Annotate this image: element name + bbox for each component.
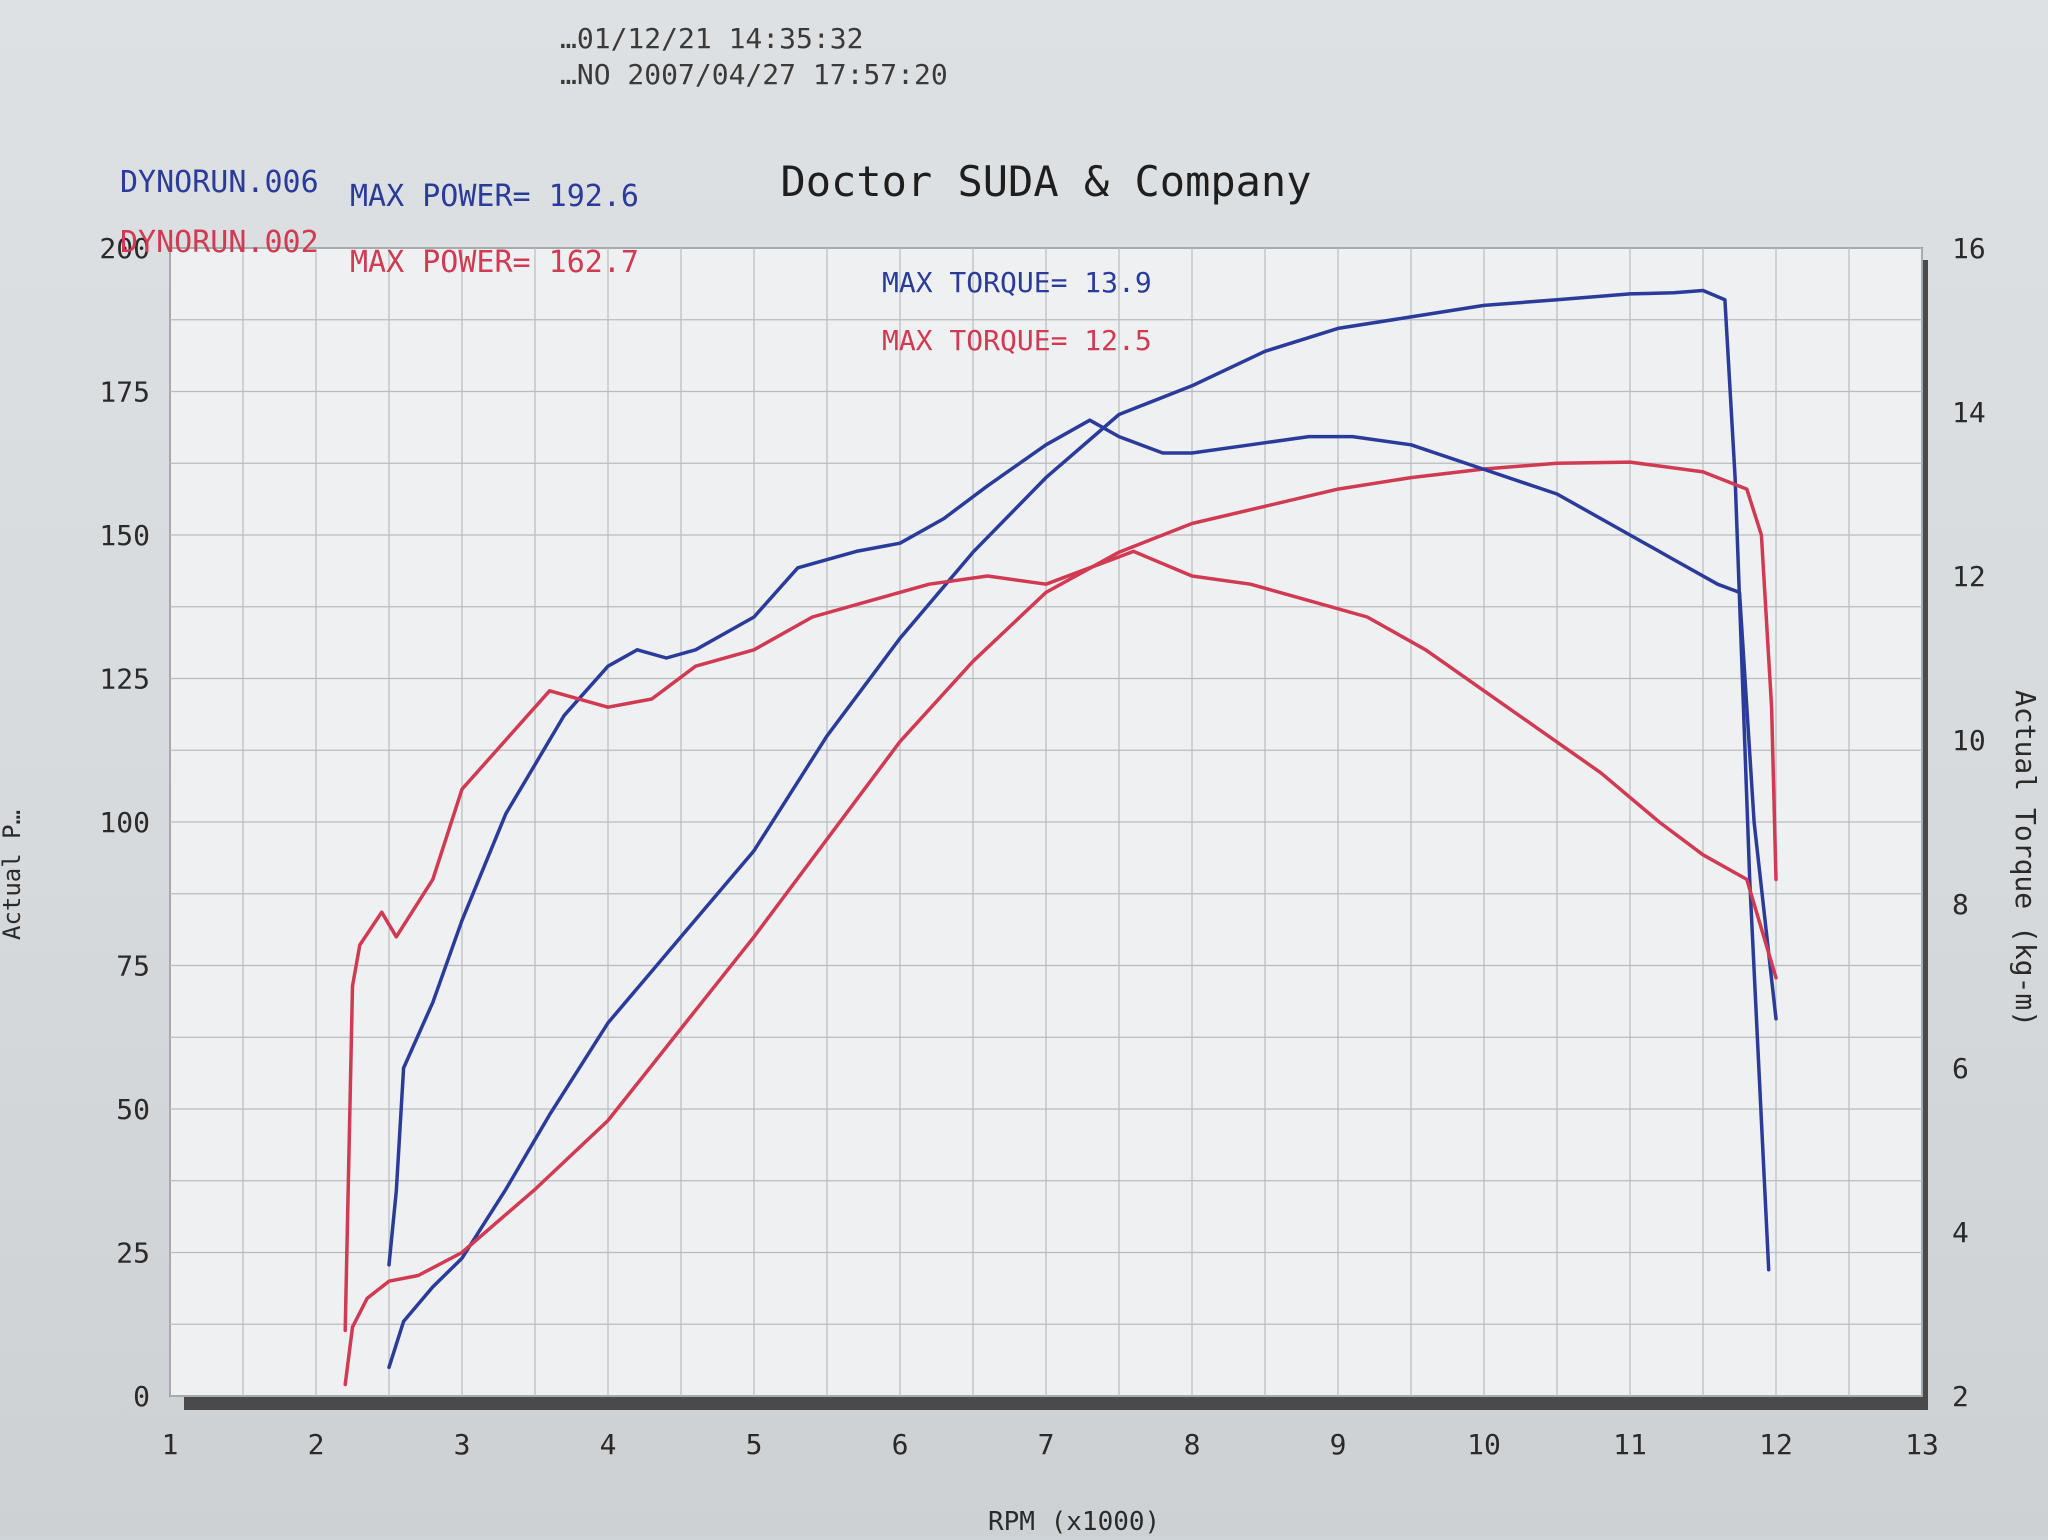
timestamp-2: …NO 2007/04/27 17:57:20 xyxy=(560,58,948,91)
max-torque-006: MAX TORQUE= 13.9 xyxy=(882,266,1152,299)
max-torque-002: MAX TORQUE= 12.5 xyxy=(882,324,1152,357)
y-left-tick-label: 125 xyxy=(99,663,150,696)
series-line-dynorun-006-torque xyxy=(387,418,1778,1267)
y-left-tick-label: 25 xyxy=(116,1237,150,1270)
y-right-tick-label: 12 xyxy=(1952,560,1986,593)
y-right-tick-label: 6 xyxy=(1952,1052,1969,1085)
timestamp-1: …01/12/21 14:35:32 xyxy=(560,22,863,55)
x-tick-label: 2 xyxy=(308,1428,325,1461)
x-tick-label: 8 xyxy=(1184,1428,1201,1461)
gridlines xyxy=(169,247,1923,1397)
legend-run-002: DYNORUN.002 xyxy=(120,225,319,260)
legend-maxpower-002: MAX POWER= 162.7 xyxy=(350,245,639,280)
y-right-tick-label: 14 xyxy=(1952,396,1986,429)
y-left-tick-label: 175 xyxy=(99,376,150,409)
y-right-tick-label: 2 xyxy=(1952,1380,1969,1413)
x-tick-label: 11 xyxy=(1613,1428,1647,1461)
axis-ticks: 1 2 3 4 5 6 7 8 9 10 11 12 1302550751001251501752002… xyxy=(99,232,1985,1461)
chart-title: Doctor SUDA & Company xyxy=(780,157,1311,206)
y-axis-label-left: Actual P… xyxy=(0,810,26,940)
series-lines xyxy=(343,288,1778,1387)
y-right-tick-label: 10 xyxy=(1952,724,1986,757)
series-line-dynorun-002-power xyxy=(343,460,1778,1387)
y-left-tick-label: 100 xyxy=(99,806,150,839)
y-left-tick-label: 50 xyxy=(116,1093,150,1126)
x-tick-label: 9 xyxy=(1330,1428,1347,1461)
y-right-tick-label: 4 xyxy=(1952,1216,1969,1249)
legend-maxpower-006: MAX POWER= 192.6 xyxy=(350,179,639,214)
y-left-tick-label: 150 xyxy=(99,519,150,552)
x-tick-label: 3 xyxy=(454,1428,471,1461)
y-left-tick-label: 200 xyxy=(99,232,150,265)
x-tick-label: 1 xyxy=(162,1428,179,1461)
series-line-dynorun-002-torque xyxy=(343,549,1778,1333)
y-left-tick-label: 75 xyxy=(116,950,150,983)
series-line-dynorun-006-power xyxy=(387,288,1771,1370)
x-axis-label: RPM (x1000) xyxy=(988,1507,1160,1536)
x-tick-label: 7 xyxy=(1038,1428,1055,1461)
y-left-tick-label: 0 xyxy=(133,1380,150,1413)
x-tick-label: 12 xyxy=(1759,1428,1793,1461)
y-axis-label-right: Actual Torque (kg-m) xyxy=(2009,690,2042,1027)
x-tick-label: 13 xyxy=(1905,1428,1939,1461)
y-right-tick-label: 8 xyxy=(1952,888,1969,921)
x-tick-label: 6 xyxy=(892,1428,909,1461)
x-tick-label: 10 xyxy=(1467,1428,1501,1461)
x-tick-label: 5 xyxy=(746,1428,763,1461)
x-tick-label: 4 xyxy=(600,1428,617,1461)
y-right-tick-label: 16 xyxy=(1952,232,1986,265)
legend-run-006: DYNORUN.006 xyxy=(120,165,319,200)
